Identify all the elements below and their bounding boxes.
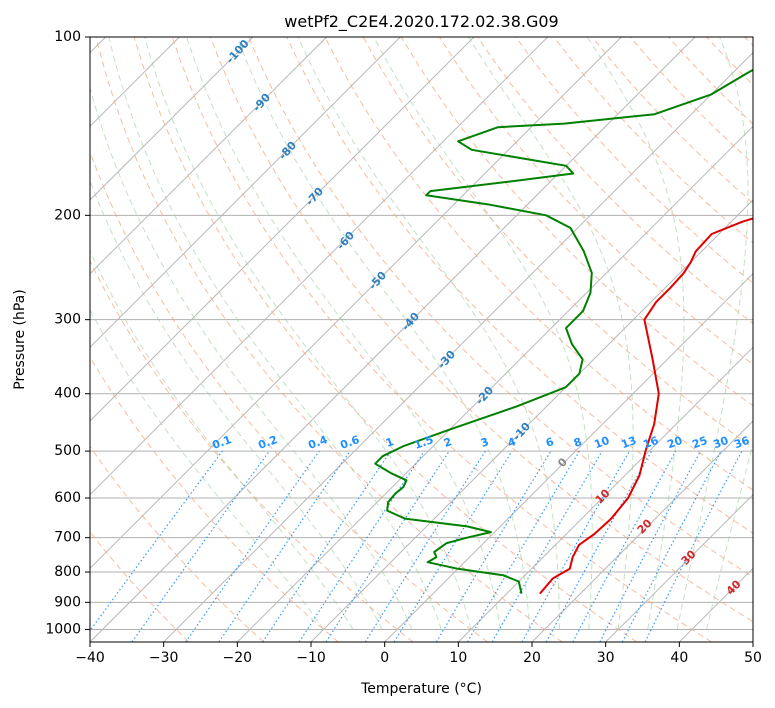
dry-adiabat-line [95,37,563,642]
isotherm-line [90,37,696,642]
moist-adiabat-line [144,37,472,630]
isotherm-line [236,125,753,642]
dry-adiabat-line [248,37,753,578]
y-axis-label: Pressure (hPa) [12,289,28,389]
moist-adiabat-line [108,37,442,630]
mixing-ratio-label: 4 [506,435,518,450]
mixing-ratio-line [325,450,450,642]
mixing-ratio-label: 0.6 [338,433,361,452]
mixing-ratio-label: 30 [711,434,730,452]
plot-frame [89,36,754,643]
mixing-ratio-line [393,450,513,642]
isotherm-line [531,420,753,642]
x-tick-label: −20 [223,650,253,666]
y-tick-label: 400 [54,386,81,402]
temperature-profile-line [539,217,753,595]
grid-layer [90,37,753,642]
isotherm-line [90,37,622,570]
x-tick-label: −40 [75,650,105,666]
dry-adiabat-line [171,37,712,642]
moist-adiabat-line [706,441,753,630]
x-tick-label: 20 [523,650,541,666]
isotherm-line [90,37,328,275]
y-tick-label: 600 [54,490,81,506]
mixing-ratio-label: 20 [665,434,684,452]
mixing-ratio-line [521,450,631,642]
dry-adiabat-line [90,356,339,642]
x-tick-label: −10 [296,650,326,666]
mixing-ratio-label: 36 [732,434,751,452]
x-axis-label: Temperature (°C) [360,681,482,697]
mixing-ratio-line [185,450,320,642]
moist-adiabat-line [186,37,501,630]
mixing-ratio-line [572,450,677,642]
y-tick-label: 200 [54,207,81,223]
isotherm-line [90,37,475,422]
profile-lines [374,68,753,595]
x-tick-label: 10 [449,650,467,666]
moist-adiabat-line [90,250,354,630]
y-tick-label: 300 [54,312,81,328]
mixing-ratio-label: 8 [572,435,584,450]
mixing-ratio-label: 13 [619,434,638,451]
y-tick-label: 100 [54,29,81,45]
isotherm-line [457,346,753,642]
isotherm-line [90,37,549,496]
mixing-ratio-label: 16 [641,434,660,452]
y-tick-label: 500 [54,443,81,459]
moist-adiabat-line [373,37,593,630]
mixing-ratio-label: 1.5 [412,433,435,452]
mixing-ratio-label: 1 [384,435,396,450]
mixing-ratio-label: 25 [690,434,709,451]
x-tick-label: 40 [670,650,688,666]
isotherm-line [163,51,753,642]
isotherm-line [605,493,753,642]
reference-lines [90,37,753,642]
y-tick-label: 700 [54,530,81,546]
moist-adiabat-line [676,37,749,630]
mixing-ratio-label: 0.2 [256,433,279,452]
moist-adiabat-line [90,308,324,630]
mixing-ratio-label: 6 [544,435,556,450]
x-tick-label: 50 [744,650,762,666]
dry-adiabat-line [210,37,753,623]
mixing-ratio-line [90,450,223,632]
moist-adiabat-line [90,86,413,630]
y-tick-label: 800 [54,564,81,580]
x-tick-label: 0 [380,650,389,666]
y-tick-label: 1000 [45,621,81,637]
mixing-ratio-label: 10 [592,434,611,452]
dry-adiabat-line [90,259,414,642]
mixing-ratio-line [644,450,743,642]
axes: −40 −30 −20 −10 0 10 20 30 40 5010020030040050060… [45,29,762,666]
moist-adiabat-line [586,37,685,630]
y-tick-label: 900 [54,594,81,610]
isotherm-line [90,37,401,349]
mixing-ratio-label: 0.1 [210,433,233,452]
x-tick-label: 30 [597,650,615,666]
moist-adiabat-line [468,37,634,630]
isotherm-line [384,272,753,642]
mixing-ratio-line [218,450,351,642]
moist-adiabat-line [297,37,560,630]
moist-adiabat-line [236,37,531,630]
mixing-ratio-label: 0.4 [306,433,329,452]
mixing-ratio-line [131,450,270,642]
isotherm-line [90,37,254,201]
dry-adiabat-line [90,445,264,642]
chart-title: wetPf2_C2E4.2020.172.02.38.G09 [284,12,558,32]
dry-adiabat-line [286,37,753,534]
dry-adiabat-line [324,37,753,491]
mixing-ratio-label: 2 [442,435,454,450]
mixing-ratio-line [545,450,653,642]
dry-adiabat-line [515,37,753,284]
mixing-ratio-label: 3 [479,435,491,450]
dry-adiabat-line [133,37,638,642]
x-tick-label: −30 [149,650,179,666]
dewpoint-profile-line [374,68,753,594]
mixing-ratio-line [262,450,392,642]
